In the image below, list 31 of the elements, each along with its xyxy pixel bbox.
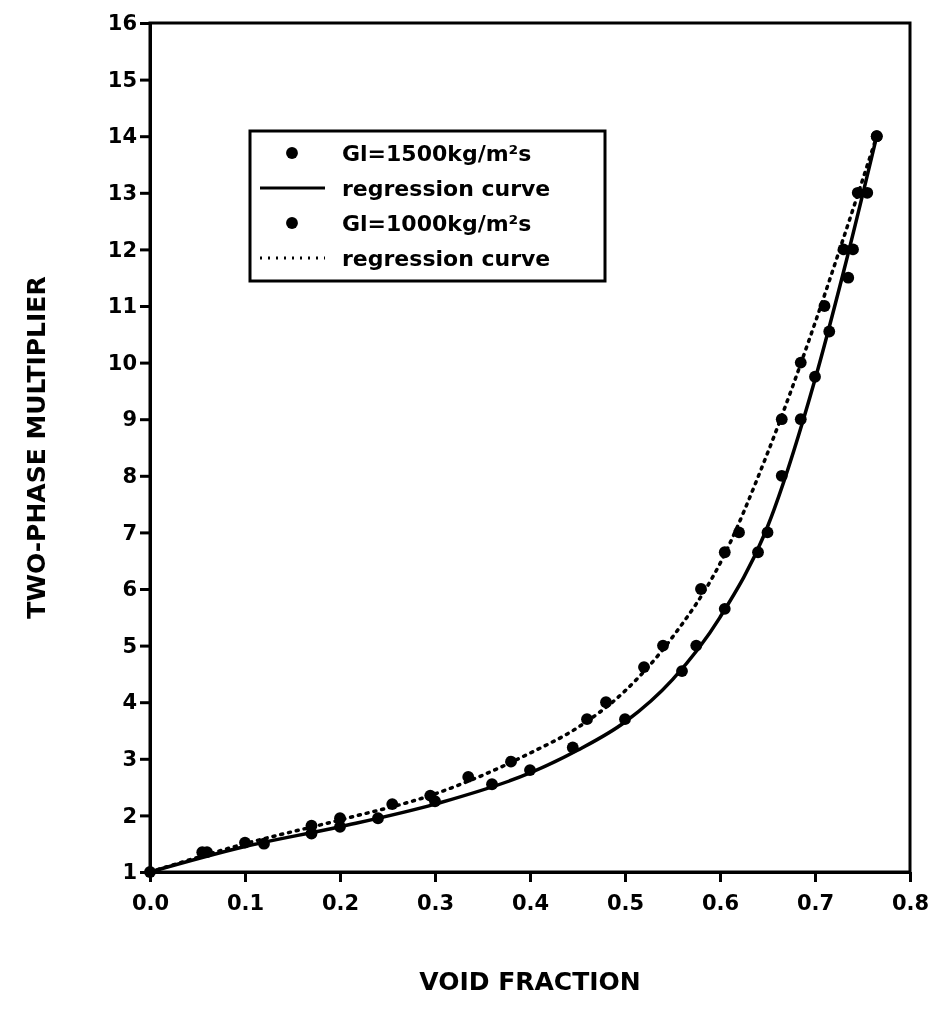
x-tick-label: 0.1 (226, 891, 265, 916)
y-tick-label: 9 (122, 407, 137, 432)
legend-label: regression curve (342, 176, 551, 201)
x-tick-label: 0.7 (796, 891, 835, 916)
y-tick-label: 14 (107, 124, 137, 149)
y-tick-label: 1 (122, 860, 137, 885)
y-axis-title: TWO-PHASE MULTIPLIER (22, 276, 51, 619)
x-tick-label: 0.2 (321, 891, 360, 916)
y-tick-label: 5 (122, 633, 137, 658)
x-tick-label: 0.8 (891, 891, 930, 916)
y-tick-label: 15 (107, 67, 137, 92)
x-tick-label: 0.6 (701, 891, 740, 916)
y-tick-label: 16 (107, 11, 137, 36)
x-tick-label: 0.0 (131, 891, 170, 916)
y-tick-label: 10 (107, 350, 137, 375)
x-tick-label: 0.4 (511, 891, 550, 916)
legend-label: regression curve (342, 246, 551, 271)
y-tick-label: 13 (107, 181, 137, 206)
y-tick-label: 4 (122, 690, 137, 715)
x-tick-label: 0.3 (416, 891, 455, 916)
y-tick-label: 7 (122, 520, 137, 545)
y-tick-label: 11 (107, 294, 137, 319)
y-tick-label: 2 (122, 803, 137, 828)
legend-label: Gl=1500kg/m²s (342, 141, 532, 166)
y-tick-label: 6 (122, 577, 137, 602)
y-tick-label: 8 (122, 464, 137, 489)
y-tick-label: 12 (107, 237, 137, 262)
x-tick-label: 0.5 (606, 891, 645, 916)
legend-label: Gl=1000kg/m²s (342, 211, 532, 236)
y-tick-label: 3 (122, 747, 137, 772)
x-axis-title: VOID FRACTION (419, 967, 641, 996)
